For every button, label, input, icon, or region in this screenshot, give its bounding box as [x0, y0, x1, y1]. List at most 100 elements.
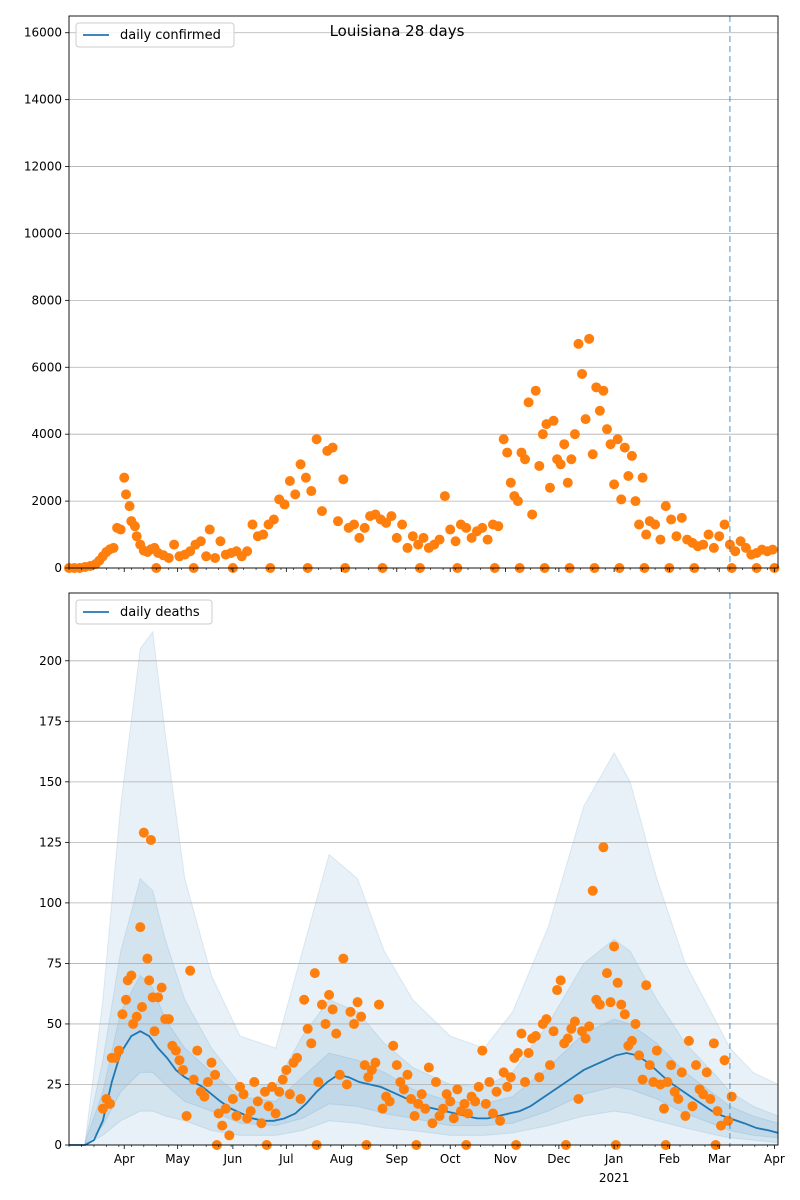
data-point [402, 1069, 413, 1080]
data-point [407, 531, 418, 542]
data-point [587, 885, 598, 896]
data-point [391, 532, 402, 543]
data-point [224, 1130, 235, 1141]
data-point [459, 1098, 470, 1109]
data-point [477, 1045, 488, 1056]
data-point [708, 542, 719, 553]
y-tick-label: 10000 [24, 226, 62, 240]
y-tick-label: 50 [47, 1017, 62, 1031]
data-point [327, 1004, 338, 1015]
data-point [523, 397, 534, 408]
data-point [726, 1091, 737, 1102]
data-point [220, 1103, 231, 1114]
data-point [384, 1096, 395, 1107]
data-point [569, 1016, 580, 1027]
x-tick-label: Jul [278, 1152, 293, 1166]
data-point [512, 496, 523, 507]
y-tick-label: 16000 [24, 26, 62, 40]
data-point [416, 1089, 427, 1100]
y-tick-label: 25 [47, 1077, 62, 1091]
data-point [332, 516, 343, 527]
data-point [644, 1060, 655, 1071]
data-point [124, 501, 135, 512]
data-point [213, 1108, 224, 1119]
x-tick-year-label: 2021 [599, 1171, 630, 1185]
data-point [712, 1106, 723, 1117]
data-point [719, 519, 730, 530]
data-point [701, 1067, 712, 1078]
data-point [227, 1094, 238, 1104]
data-point [715, 1120, 726, 1131]
data-point [584, 1021, 595, 1032]
data-point [587, 449, 598, 460]
data-point [245, 1106, 256, 1117]
data-point [252, 1096, 263, 1107]
data-point [119, 472, 130, 483]
data-point [555, 459, 566, 470]
data-point [170, 1045, 181, 1056]
x-tick-label: Sep [385, 1152, 408, 1166]
data-point [723, 1115, 734, 1126]
data-point [548, 415, 559, 426]
data-point [594, 405, 605, 416]
x-tick-label: Nov [494, 1152, 517, 1166]
data-point [338, 474, 349, 485]
data-point [256, 1118, 267, 1129]
data-point [687, 1101, 698, 1112]
data-point [498, 434, 509, 445]
data-point [204, 524, 215, 535]
data-point [185, 546, 196, 557]
data-point [630, 1018, 641, 1029]
data-point [311, 434, 322, 445]
data-point [292, 1052, 303, 1063]
data-point [562, 1033, 573, 1044]
data-point [601, 968, 612, 979]
data-point [598, 385, 609, 396]
data-point [129, 521, 140, 532]
data-point [185, 965, 196, 976]
data-point [698, 539, 709, 550]
data-point [121, 489, 132, 500]
data-point [258, 529, 269, 540]
data-point [438, 1103, 449, 1114]
legend-label: daily confirmed [120, 28, 221, 43]
axes-frame [68, 592, 779, 1146]
data-point [671, 531, 682, 542]
data-point [113, 1045, 124, 1056]
data-point [651, 1045, 662, 1056]
data-point [512, 1048, 523, 1058]
data-point [516, 1028, 527, 1039]
legend: daily confirmed [75, 22, 235, 48]
data-point [439, 491, 450, 502]
data-point [534, 460, 545, 471]
data-point [281, 1064, 292, 1075]
data-point [202, 1077, 213, 1088]
data-point [352, 997, 363, 1008]
data-point [544, 482, 555, 493]
data-point [108, 542, 119, 553]
data-point [373, 999, 384, 1010]
data-point [423, 1062, 434, 1073]
data-point [505, 477, 516, 488]
data-point [430, 1077, 441, 1088]
data-point [580, 1033, 591, 1044]
data-point [520, 1077, 531, 1088]
data-point [719, 1055, 730, 1066]
data-point [666, 514, 677, 525]
data-point [708, 1038, 719, 1049]
y-tick-label: 8000 [31, 293, 62, 307]
data-point [259, 1086, 270, 1097]
data-point [370, 1057, 381, 1068]
data-point [683, 1035, 694, 1046]
data-point [555, 975, 566, 986]
data-point [730, 546, 741, 557]
data-point [201, 551, 212, 562]
data-point [714, 531, 725, 542]
data-point [277, 1074, 288, 1085]
y-tick-label: 4000 [31, 427, 62, 441]
y-tick-label: 6000 [31, 360, 62, 374]
data-point [409, 1110, 420, 1121]
data-point [359, 522, 370, 533]
data-point [391, 1060, 402, 1071]
data-point [334, 1069, 345, 1080]
